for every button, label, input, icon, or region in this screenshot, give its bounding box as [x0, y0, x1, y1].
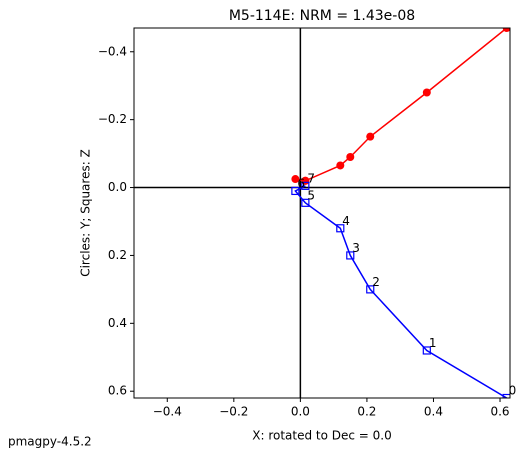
- point-label: 0: [509, 384, 517, 398]
- circle-point: [291, 175, 300, 184]
- square-point: [301, 181, 310, 190]
- series-line: [295, 28, 508, 182]
- plot-frame: [133, 27, 511, 399]
- x-axis-label: X: rotated to Dec = 0.0: [252, 429, 392, 443]
- y-tick-label: 0.0: [108, 180, 127, 194]
- circle-point: [336, 161, 345, 170]
- x-tick-label: 0.6: [490, 405, 509, 419]
- x-tick-label: 0.4: [424, 405, 443, 419]
- square-point: [291, 186, 300, 196]
- chart-title: M5-114E: NRM = 1.43e-08: [229, 8, 415, 24]
- point-label: 4: [342, 214, 350, 228]
- square-point: [301, 198, 310, 207]
- point-label: 6: [297, 176, 305, 190]
- y-tick-label: 0.2: [108, 248, 127, 262]
- square-point: [502, 393, 510, 398]
- point-label: 2: [372, 275, 380, 289]
- y-tick-label: 0.4: [108, 316, 127, 330]
- circle-point: [366, 132, 375, 141]
- y-tick-label: 0.6: [108, 384, 127, 398]
- series-line: [294, 185, 508, 398]
- x-tick-label: −0.2: [219, 405, 248, 419]
- footer: pmagpy-4.5.2: [8, 435, 92, 449]
- circle-point: [422, 88, 431, 97]
- y-tick-label: −0.4: [98, 44, 127, 58]
- point-label: 3: [352, 241, 360, 255]
- x-tick-label: −0.4: [153, 405, 182, 419]
- y-tick-label: −0.2: [98, 112, 127, 126]
- point-label: 1: [429, 336, 437, 350]
- square-point: [336, 224, 345, 233]
- point-label: 5: [307, 188, 315, 202]
- square-point: [422, 346, 431, 355]
- square-point: [366, 285, 375, 294]
- x-tick-label: 0.0: [291, 405, 310, 419]
- point-label: 7: [307, 171, 315, 185]
- circle-point: [346, 152, 355, 161]
- square-point: [346, 251, 355, 260]
- circle-point: [502, 28, 510, 32]
- y-axis-label: Circles: Y; Squares: Z: [79, 149, 93, 277]
- x-tick-label: 0.2: [357, 405, 376, 419]
